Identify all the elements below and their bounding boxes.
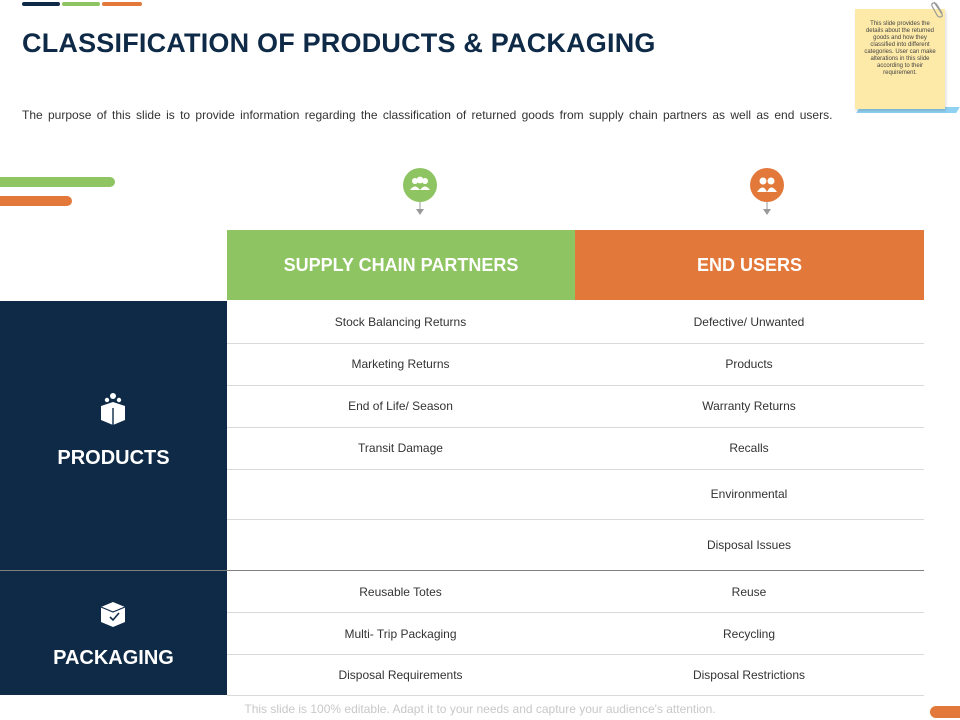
top-accent-green xyxy=(62,2,100,6)
decor-stripe-orange xyxy=(0,196,72,206)
table-row: Multi- Trip Packaging Recycling xyxy=(227,613,924,655)
open-box-icon xyxy=(101,393,125,425)
column-header-supply-chain-partners: SUPPLY CHAIN PARTNERS xyxy=(227,230,575,300)
table-row: Disposal Issues xyxy=(227,520,924,570)
footer-note: This slide is 100% editable. Adapt it to… xyxy=(244,702,716,716)
cell-supply-chain xyxy=(227,520,574,570)
cell-supply-chain: Multi- Trip Packaging xyxy=(344,626,457,641)
cell-supply-chain: Stock Balancing Returns xyxy=(334,315,467,329)
decor-stripe-green xyxy=(0,177,115,187)
top-accent-navy xyxy=(22,2,60,6)
cell-end-users: Warranty Returns xyxy=(702,399,796,413)
cell-end-users: Disposal Restrictions xyxy=(692,668,806,682)
table-row: End of Life/ Season Warranty Returns xyxy=(227,385,924,428)
top-accent-orange xyxy=(102,2,142,6)
table-row: Reusable Totes Reuse xyxy=(227,571,924,613)
cell-supply-chain: Disposal Requirements xyxy=(338,668,463,682)
section-packaging: PACKAGING xyxy=(0,571,227,695)
section-label-packaging: PACKAGING xyxy=(53,647,174,669)
users-icon xyxy=(750,168,784,215)
section-divider xyxy=(0,570,924,571)
section-products: PRODUCTS xyxy=(0,301,227,570)
table-row: Stock Balancing Returns Defective/ Unwan… xyxy=(227,301,924,344)
sticky-note: This slide provides the details about th… xyxy=(855,9,945,109)
cell-supply-chain xyxy=(227,469,574,519)
cell-end-users: Environmental xyxy=(710,487,788,501)
cell-supply-chain: Reusable Totes xyxy=(359,584,442,599)
cell-supply-chain: Marketing Returns xyxy=(351,357,450,371)
column-header-end-users: END USERS xyxy=(575,230,924,300)
paperclip-icon xyxy=(931,1,943,18)
slide-subtitle: The purpose of this slide is to provide … xyxy=(22,108,833,122)
cell-end-users: Disposal Issues xyxy=(706,538,792,552)
cell-supply-chain: Transit Damage xyxy=(358,441,443,455)
section-label-products: PRODUCTS xyxy=(57,447,170,469)
slide-title: CLASSIFICATION OF PRODUCTS & PACKAGING xyxy=(22,28,656,58)
cell-supply-chain: End of Life/ Season xyxy=(348,399,453,413)
package-check-icon xyxy=(100,602,126,627)
cell-end-users: Reuse xyxy=(731,584,767,599)
cell-end-users: Recalls xyxy=(729,441,769,455)
table-row: Transit Damage Recalls xyxy=(227,427,924,470)
cell-end-users: Recycling xyxy=(722,626,776,641)
footer-accent xyxy=(930,706,960,718)
cell-end-users: Products xyxy=(725,357,773,371)
cell-end-users: Defective/ Unwanted xyxy=(693,315,805,329)
people-group-icon xyxy=(403,168,437,215)
table-row: Marketing Returns Products xyxy=(227,343,924,386)
table-row: Disposal Requirements Disposal Restricti… xyxy=(227,655,924,696)
table-row: Environmental xyxy=(227,469,924,520)
